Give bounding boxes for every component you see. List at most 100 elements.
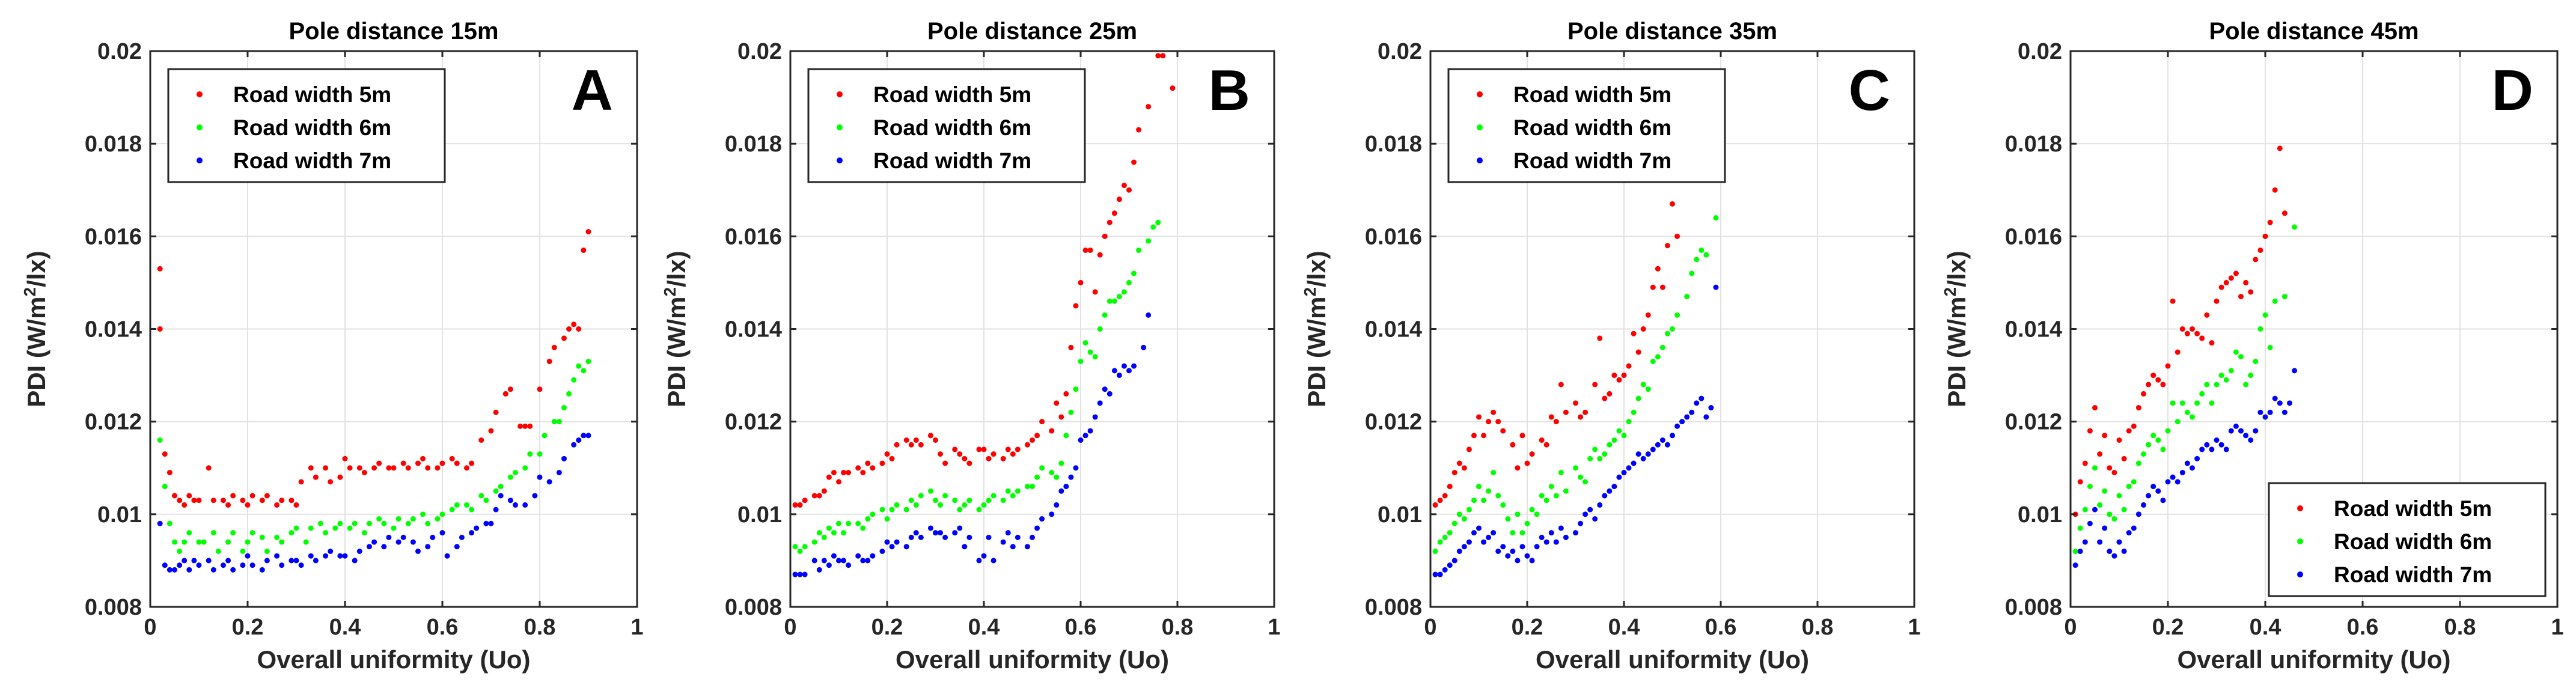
y-tick-label: 0.016 — [1365, 224, 1422, 249]
data-point — [1670, 201, 1675, 207]
x-tick-label: 1 — [630, 615, 643, 640]
data-point — [802, 571, 808, 577]
data-point — [556, 469, 562, 475]
data-point — [802, 544, 808, 550]
x-tick-label: 0.2 — [2152, 615, 2184, 640]
data-point — [1063, 391, 1069, 397]
data-point — [1674, 423, 1680, 429]
data-point — [581, 368, 587, 374]
y-tick-label: 0.01 — [737, 502, 782, 528]
data-point — [298, 562, 304, 568]
data-point — [2077, 479, 2083, 485]
data-point — [1058, 460, 1064, 466]
legend: Road width 5m Road width 6m Road width 7m — [807, 68, 1086, 183]
data-point — [1481, 433, 1487, 439]
legend-label: Road width 5m — [2334, 496, 2492, 521]
data-point — [2165, 363, 2171, 369]
y-tick-label: 0.008 — [725, 595, 782, 620]
data-point — [293, 558, 299, 564]
data-point — [1437, 498, 1443, 504]
data-point — [177, 498, 183, 504]
data-point — [2248, 289, 2254, 295]
data-point — [1034, 525, 1040, 531]
data-point — [1030, 534, 1035, 540]
data-point — [1664, 243, 1670, 249]
data-point — [191, 558, 197, 564]
data-point — [507, 498, 513, 504]
x-axis-label: Overall uniformity (Uo) — [2177, 645, 2450, 674]
data-point — [1082, 433, 1088, 439]
data-point — [352, 558, 358, 564]
y-tick-label: 0.008 — [1365, 595, 1422, 620]
data-point — [1519, 544, 1525, 550]
y-tick-label: 0.02 — [97, 39, 142, 64]
data-point — [2184, 409, 2190, 415]
legend-label: Road width 7m — [873, 148, 1031, 173]
y-label-part: PDI (W/m — [1943, 296, 1971, 407]
data-point — [957, 507, 963, 513]
legend-marker — [2297, 505, 2303, 511]
data-point — [1558, 469, 1564, 475]
data-point — [1592, 382, 1598, 388]
data-point — [313, 474, 319, 480]
data-point — [816, 567, 822, 573]
data-point — [420, 455, 426, 461]
data-point — [1116, 294, 1122, 300]
y-tick-label: 0.018 — [1365, 132, 1422, 157]
data-point — [1553, 419, 1559, 425]
y-tick-label: 0.012 — [2005, 410, 2062, 435]
data-point — [913, 530, 919, 536]
data-point — [2092, 465, 2098, 471]
data-point — [2184, 460, 2190, 466]
data-point — [1030, 437, 1035, 443]
data-point — [1039, 516, 1045, 522]
data-point — [1461, 544, 1467, 550]
data-point — [1602, 493, 1608, 499]
data-point — [210, 567, 216, 573]
y-tick-label: 0.02 — [737, 39, 782, 64]
data-point — [2190, 414, 2195, 420]
data-point — [2257, 247, 2263, 253]
data-point — [1548, 414, 1554, 420]
data-point — [913, 502, 919, 508]
data-point — [1635, 451, 1641, 457]
data-point — [157, 437, 163, 443]
x-tick-label: 0 — [2064, 615, 2077, 640]
data-point — [957, 525, 963, 531]
y-tick-label: 0.018 — [725, 132, 782, 157]
data-point — [2179, 400, 2185, 406]
data-point — [918, 534, 924, 540]
y-tick-label: 0.02 — [2018, 39, 2062, 64]
data-point — [2253, 428, 2259, 434]
legend-marker — [197, 124, 203, 130]
data-point — [449, 507, 455, 513]
data-point — [527, 451, 533, 457]
data-point — [2228, 428, 2234, 434]
series-road-width-7m — [1432, 284, 1719, 577]
data-point — [1543, 442, 1549, 448]
data-point — [439, 511, 445, 517]
data-point — [1146, 238, 1152, 244]
data-point — [1486, 419, 1492, 425]
data-point — [831, 530, 837, 536]
data-point — [2082, 507, 2088, 513]
data-point — [532, 493, 538, 499]
x-tick-label: 0.8 — [1162, 615, 1194, 640]
series-road-width-6m — [1432, 215, 1719, 554]
data-point — [938, 451, 944, 457]
data-point — [1543, 539, 1549, 545]
data-point — [2111, 516, 2117, 522]
x-tick-label: 0.8 — [2444, 615, 2476, 640]
data-point — [245, 539, 251, 545]
data-point — [166, 567, 172, 573]
data-point — [2272, 187, 2278, 193]
data-point — [2194, 455, 2200, 461]
data-point — [1602, 451, 1608, 457]
data-point — [264, 549, 270, 554]
data-point — [2218, 373, 2224, 379]
data-point — [2272, 298, 2278, 304]
data-point — [298, 479, 304, 485]
data-point — [1039, 465, 1045, 471]
data-point — [415, 549, 421, 554]
data-point — [522, 423, 528, 429]
